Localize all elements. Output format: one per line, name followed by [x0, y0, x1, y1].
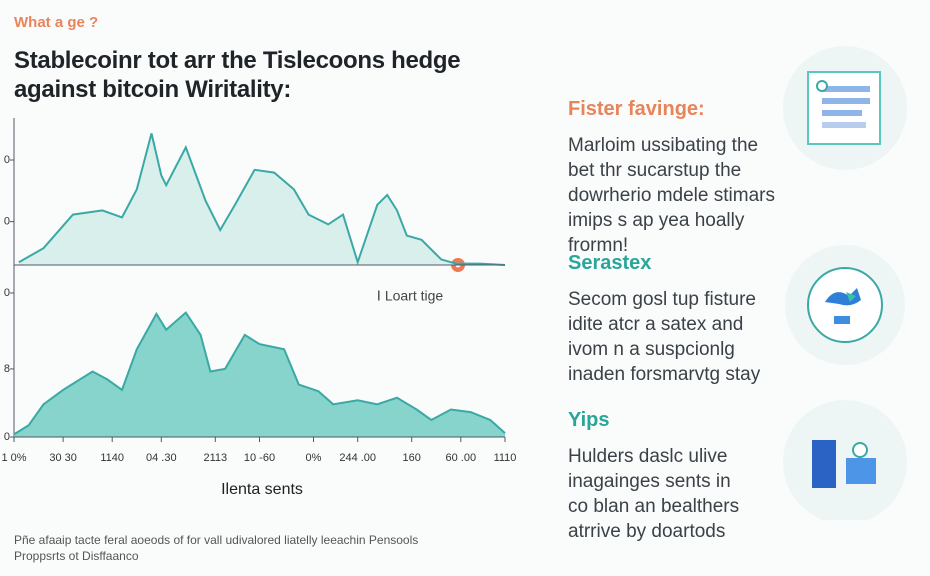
icon-dot [816, 80, 828, 92]
x-tick-label: 1 0% [1, 452, 26, 464]
panel-line: atrrive by doartods [568, 521, 726, 542]
footer: Pñe afaaip tacte feral aoeods of for val… [14, 532, 418, 564]
panel-heading: Yips [568, 409, 610, 431]
footer-line: Pñe afaaip tacte feral aoeods of for val… [14, 533, 419, 547]
icon-screen [812, 440, 836, 488]
annotation: Ⅰ Loart tige [377, 288, 444, 304]
panel: Yips Hulders daslc ulive inagainges sents… [568, 409, 808, 544]
x-tick-label: 1140 [100, 452, 124, 464]
kicker: What a ge ? [14, 14, 99, 31]
x-axis-label: Ilenta sents [221, 481, 303, 498]
x-tick-label: 2113 [203, 452, 227, 464]
icon-halo [783, 400, 907, 520]
panel: Fister favinge: Marloim ussibating the be… [568, 98, 808, 258]
panel-line: idite atcr a satex and [568, 314, 744, 335]
icon-line [822, 122, 866, 128]
y-tick-label: 0 [4, 287, 10, 299]
footer-line: Proppsrts ot Disffaanco [14, 549, 139, 563]
icon-shape [834, 316, 850, 324]
icon-screen [846, 458, 876, 484]
y-tick-label: 0 [4, 216, 10, 228]
area [18, 133, 506, 265]
panel-line: Marloim ussibating the [568, 135, 759, 156]
y-tick-label: 0 [4, 431, 10, 443]
x-tick-label: 10 -60 [244, 452, 275, 464]
area [14, 312, 505, 437]
icon-line [822, 86, 870, 92]
panel-line: dowrherio mdele stimars [568, 185, 775, 206]
panel-line: bet thr sucarstup the [568, 160, 742, 181]
x-tick-label: 30 30 [49, 452, 77, 464]
icon-line [822, 110, 862, 116]
x-tick-label: 160 [403, 452, 421, 464]
icon-shape [846, 292, 856, 302]
icons [783, 46, 907, 520]
panel-line: inaden forsmarvtg stay [568, 364, 761, 385]
x-tick-label: 0% [306, 452, 322, 464]
y-tick-label: 0 [4, 154, 10, 166]
panel-line: Hulders daslc ulive [568, 446, 728, 467]
panel-line: ivom n a suspcionlg [568, 339, 735, 360]
icon-dot [852, 442, 868, 458]
area-line [18, 133, 506, 266]
panel-heading: Serastex [568, 252, 652, 274]
panel-line: Secom gosl tup fisture [568, 289, 756, 310]
x-tick-label: 244 .00 [339, 452, 376, 464]
x-tick-label: 60 .00 [446, 452, 477, 464]
panel: Serastex Secom gosl tup fisture idite atc… [568, 252, 808, 387]
icon-shape [825, 288, 861, 306]
panel-text: Marloim ussibating the bet thr sucarstup … [568, 133, 808, 258]
title: Stablecoinr tot arr the Tislecoons hedge… [14, 47, 461, 103]
x-tick-label: 1110 [494, 452, 517, 464]
panel-line: co blan an bealthers [568, 496, 740, 517]
panel-line: imips s ap yea hoally frormn! [568, 210, 745, 256]
x-tick-label: 04 .30 [146, 452, 177, 464]
panel-text: Hulders daslc ulive inagainges sents in co… [568, 444, 808, 544]
icon-line [822, 98, 870, 104]
panel-line: inagainges sents in [568, 471, 731, 492]
panel-heading: Fister favinge: [568, 98, 705, 120]
panel-text: Secom gosl tup fisture idite atcr a satex… [568, 287, 808, 387]
charts: 0 0 Ⅰ Loart tige 0 8 0 1 0% 30 30 1140 04 .30 2113… [1, 118, 517, 498]
area-line [13, 311, 506, 436]
y-tick-label: 8 [4, 363, 10, 375]
